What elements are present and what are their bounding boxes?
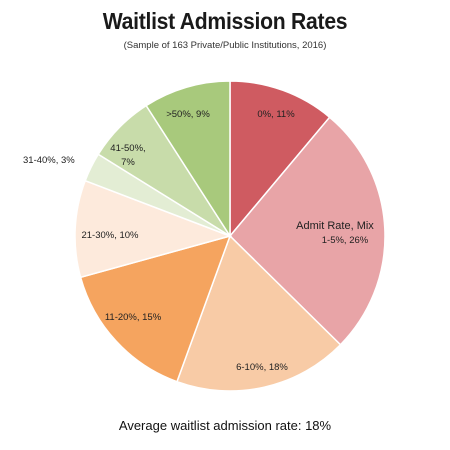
pie-slice-50 [145, 80, 231, 239]
slice-label-0: 0%, 11% [257, 109, 295, 120]
slice-label-11-20: 11-20%, 15% [105, 312, 162, 323]
slice-label-21-30: 21-30%, 10% [81, 230, 139, 241]
pie-slice-11-20 [79, 234, 232, 383]
slice-label-50: >50%, 9% [166, 109, 210, 120]
slice-label-31-40: 31-40%, 3% [23, 155, 75, 166]
chart-footer: Average waitlist admission rate: 18% [118, 418, 332, 433]
pie-slice-1-5 [228, 116, 386, 346]
slice-label-1-5: Admit Rate, Mix 1-5%, 26% [296, 220, 374, 246]
chart-subtitle: (Sample of 163 Private/Public Institutio… [123, 40, 327, 51]
slice-label-6-10: 6-10%, 18% [236, 362, 288, 373]
chart-title: Waitlist Admission Rates [102, 8, 348, 34]
pie-slice-21-30 [74, 179, 233, 279]
pie-slice-6-10 [176, 234, 342, 392]
slice-label-41-50: 41-50%, 7% [110, 143, 145, 168]
pie-slice-0 [229, 80, 331, 239]
